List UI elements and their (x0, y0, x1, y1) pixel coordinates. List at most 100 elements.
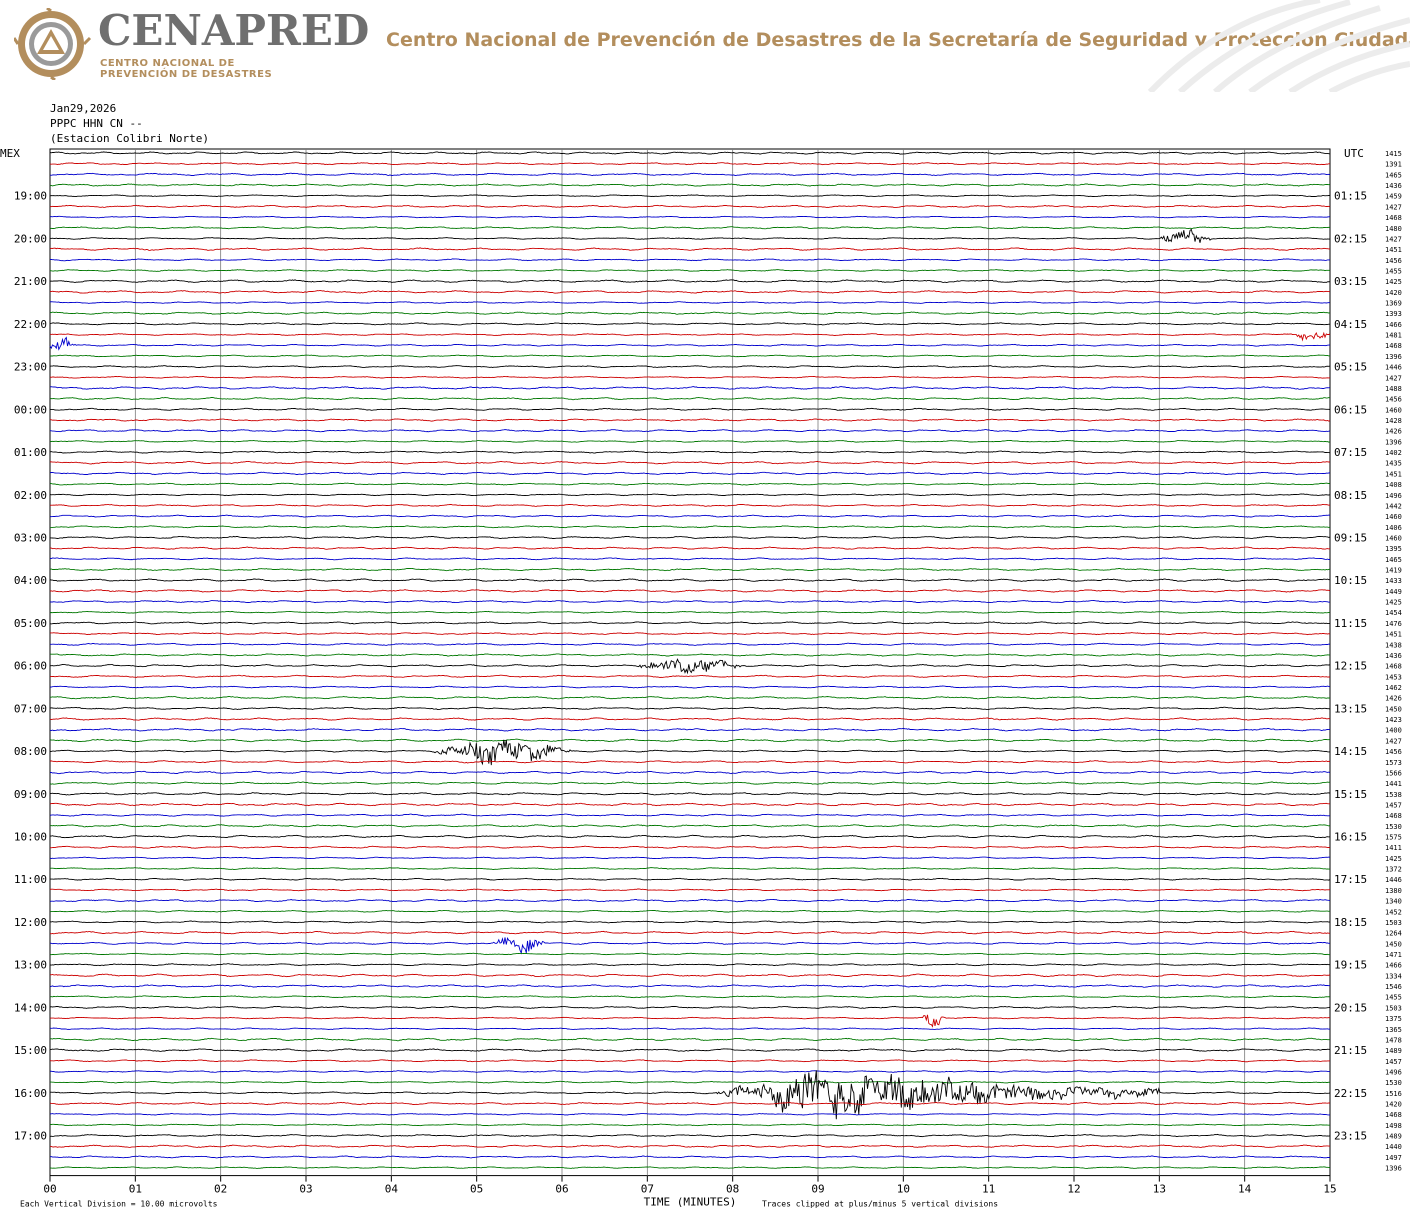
trace-value-label: 1489 (1385, 1047, 1402, 1055)
trace-value-label: 1449 (1385, 588, 1402, 596)
seismic-trace (49, 439, 1331, 443)
seismic-trace (49, 1133, 1331, 1138)
trace-value-label: 1496 (1385, 1068, 1402, 1076)
trace-value-label: 1438 (1385, 641, 1402, 649)
trace-value-label: 1402 (1385, 449, 1402, 457)
seismic-trace (49, 653, 1331, 657)
seismic-trace (49, 183, 1331, 187)
mex-hour-label: 01:00 (14, 446, 47, 459)
trace-value-label: 1264 (1385, 930, 1402, 938)
mex-hour-label: 21:00 (14, 275, 47, 288)
seismic-trace (50, 877, 1331, 881)
seismic-trace (49, 760, 1331, 764)
utc-axis-label: UTC (1344, 147, 1364, 160)
mex-hour-label: 17:00 (14, 1130, 47, 1143)
trace-value-label: 1466 (1385, 321, 1402, 329)
trace-value-label: 1459 (1385, 193, 1402, 201)
seismic-trace (49, 471, 1331, 476)
seismic-trace (49, 375, 1331, 379)
seismic-trace (50, 1080, 1331, 1084)
seismic-trace (49, 685, 1330, 689)
trace-value-label: 1471 (1385, 951, 1402, 959)
utc-hour-label: 06:15 (1334, 403, 1367, 416)
seismic-trace (49, 546, 1331, 550)
trace-value-label: 1516 (1385, 1090, 1402, 1098)
utc-hour-label: 09:15 (1334, 531, 1367, 544)
seismic-trace (49, 365, 1331, 369)
mex-hour-label: 02:00 (14, 489, 47, 502)
seismic-trace (49, 503, 1331, 507)
seismic-trace (49, 258, 1330, 262)
trace-value-label: 1441 (1385, 780, 1402, 788)
trace-value-label: 1425 (1385, 855, 1402, 863)
trace-value-label: 1436 (1385, 182, 1402, 190)
seismic-trace (49, 194, 1331, 198)
seismic-trace (49, 1166, 1331, 1169)
trace-value-label: 1425 (1385, 599, 1402, 607)
x-tick-label: 11 (982, 1183, 995, 1196)
seismic-trace (49, 674, 1331, 678)
trace-value-label: 1488 (1385, 385, 1402, 393)
brand-subtitle: CENTRO NACIONAL DE PREVENCIÓN DE DESASTR… (100, 58, 272, 80)
trace-value-label: 1340 (1385, 898, 1402, 906)
seismic-trace (49, 311, 1331, 315)
utc-hour-label: 18:15 (1334, 916, 1367, 929)
trace-value-label: 1391 (1385, 161, 1402, 169)
x-tick-label: 04 (385, 1183, 399, 1196)
clipping-note: Traces clipped at plus/minus 5 vertical … (762, 1200, 998, 1209)
seismic-trace (49, 226, 1331, 230)
utc-hour-label: 10:15 (1334, 574, 1367, 587)
seismic-trace (49, 824, 1331, 828)
utc-hour-label: 17:15 (1334, 873, 1367, 886)
trace-value-label: 1369 (1385, 300, 1402, 308)
seismic-trace (49, 589, 1331, 593)
trace-value-label: 1468 (1385, 663, 1402, 671)
trace-value-label: 1380 (1385, 887, 1402, 895)
seismic-trace (49, 429, 1331, 433)
mex-hour-label: 06:00 (14, 660, 47, 673)
utc-hour-label: 04:15 (1334, 318, 1367, 331)
seismic-trace (49, 247, 1331, 251)
utc-hour-label: 01:15 (1334, 190, 1367, 203)
seismic-trace (49, 1005, 1331, 1009)
channel-code: PPPC HHN CN -- (50, 117, 143, 130)
seismic-trace (49, 578, 1330, 582)
trace-value-label: 1400 (1385, 727, 1402, 735)
seismic-trace (49, 151, 1331, 155)
mex-hour-label: 19:00 (14, 190, 47, 203)
trace-value-label: 1427 (1385, 235, 1402, 243)
trace-value-label: 1452 (1385, 908, 1402, 916)
trace-value-label: 1454 (1385, 609, 1402, 617)
mex-hour-label: 03:00 (14, 531, 47, 544)
utc-hour-label: 02:15 (1334, 232, 1367, 245)
trace-value-label: 1496 (1385, 492, 1402, 500)
trace-value-label: 1480 (1385, 225, 1402, 233)
seismic-trace (49, 658, 1331, 675)
seismic-trace (49, 1101, 1331, 1106)
x-tick-label: 08 (726, 1183, 739, 1196)
seismic-trace (49, 930, 1331, 935)
x-tick-label: 10 (897, 1183, 910, 1196)
utc-hour-label: 15:15 (1334, 788, 1367, 801)
x-tick-label: 09 (811, 1183, 824, 1196)
seismic-trace (49, 386, 1331, 390)
trace-value-label: 1408 (1385, 481, 1402, 489)
seismic-trace (49, 1123, 1331, 1127)
utc-hour-label: 08:15 (1334, 489, 1367, 502)
trace-value-label: 1456 (1385, 396, 1402, 404)
utc-hour-label: 16:15 (1334, 831, 1367, 844)
trace-value-label: 1468 (1385, 342, 1402, 350)
seismic-trace (49, 1155, 1331, 1159)
seismic-trace (49, 936, 1330, 955)
seismic-trace (49, 1027, 1331, 1031)
mex-hour-label: 09:00 (14, 788, 47, 801)
trace-value-label: 1420 (1385, 1101, 1402, 1109)
seismic-trace (49, 460, 1330, 465)
trace-value-label: 1334 (1385, 972, 1402, 980)
seismic-trace (49, 493, 1331, 497)
utc-hour-label: 19:15 (1334, 959, 1367, 972)
brand-name: CENAPRED (98, 6, 370, 55)
trace-value-label: 1427 (1385, 203, 1402, 211)
trace-value-label: 1498 (1385, 1122, 1402, 1130)
